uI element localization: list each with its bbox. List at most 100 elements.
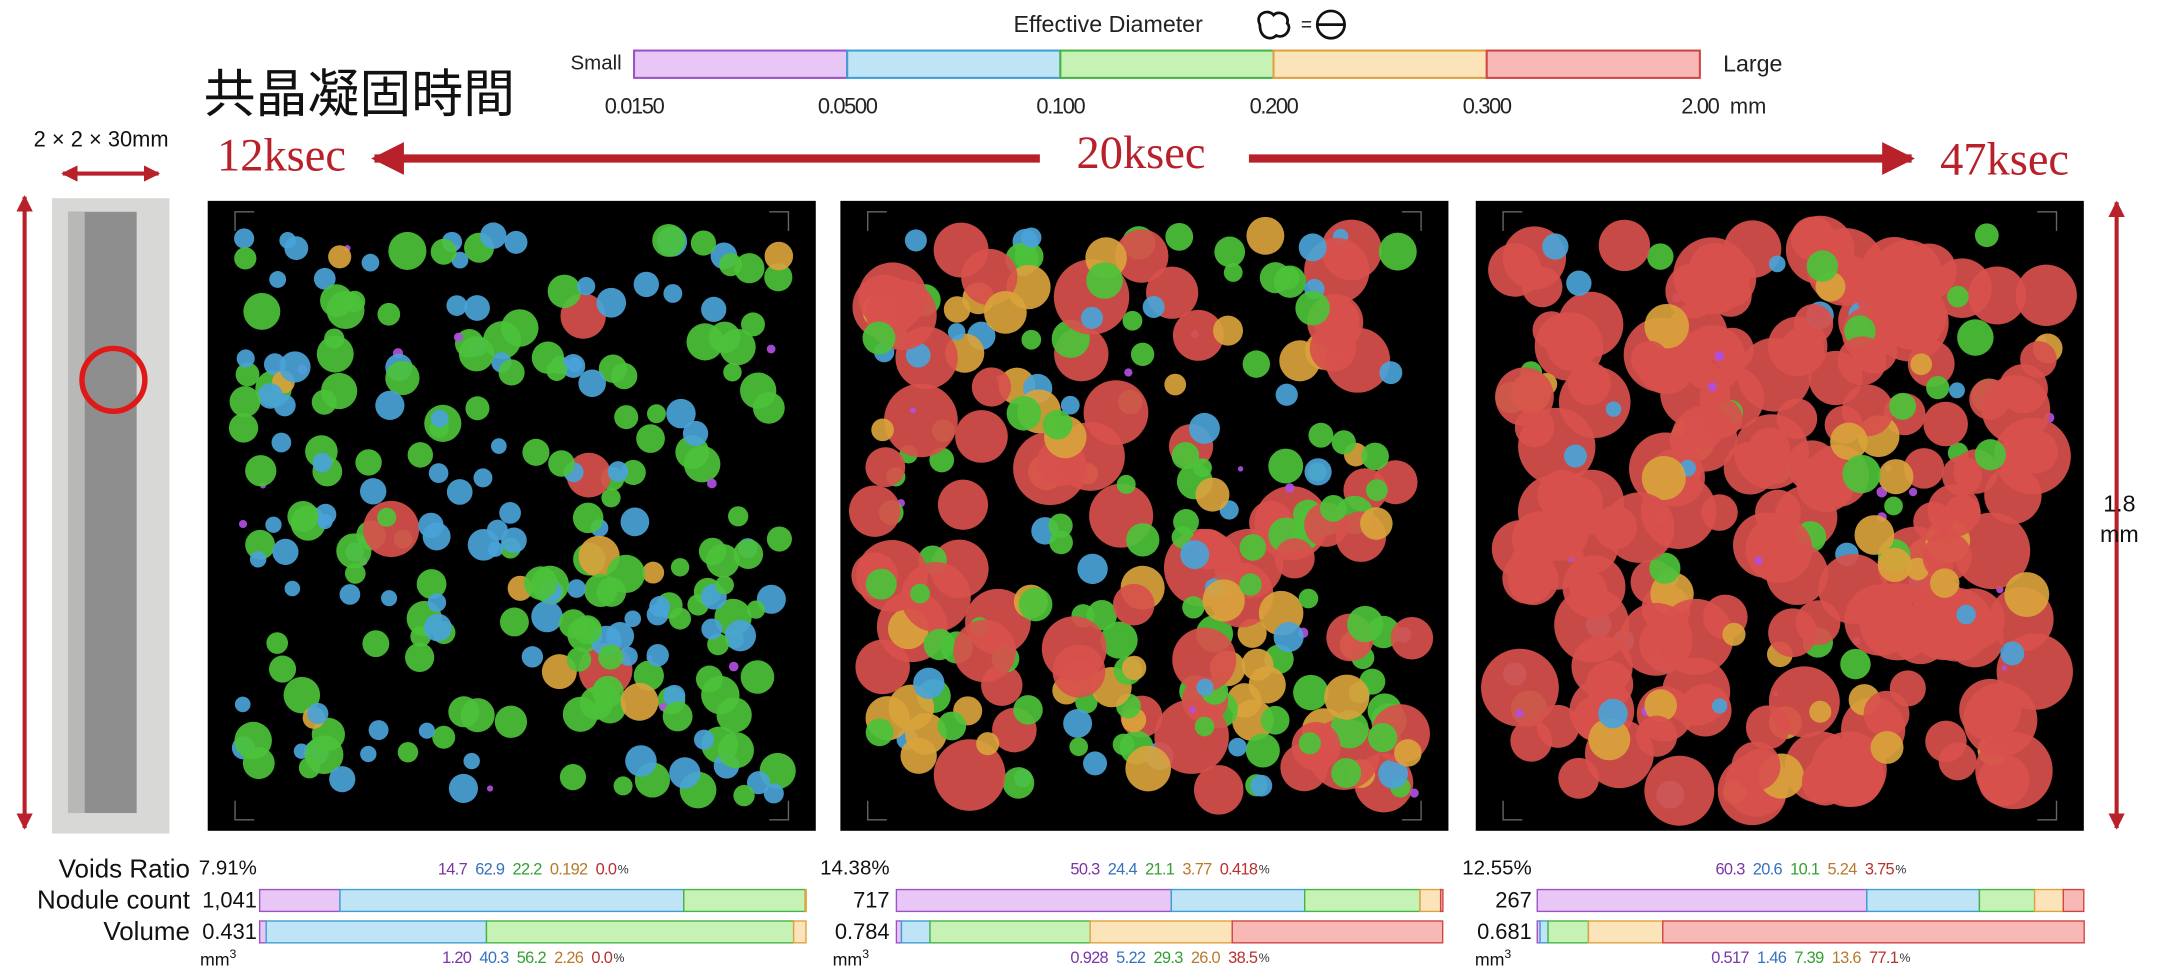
particle	[904, 229, 927, 252]
particle	[416, 569, 447, 599]
particle	[1112, 733, 1135, 756]
particle	[1308, 422, 1334, 448]
particle	[430, 409, 449, 428]
particle	[343, 290, 366, 313]
particle	[937, 711, 967, 741]
share-label: 5.24	[1828, 861, 1858, 879]
share-segment	[258, 920, 267, 944]
share-segment	[339, 888, 685, 913]
particle	[947, 323, 966, 341]
particle	[1360, 507, 1393, 540]
particle	[1956, 604, 1976, 625]
share-label: 56.2	[517, 950, 547, 968]
particle	[329, 766, 356, 793]
share-labels: 50.3 24.4 21.1 3.77 0.418%	[1070, 861, 1269, 879]
particle	[1298, 588, 1319, 609]
particle	[1378, 758, 1409, 789]
share-label: 29.3	[1154, 950, 1184, 968]
particle	[236, 349, 255, 368]
percent-sign: %	[1259, 863, 1270, 877]
share-segment	[1231, 920, 1444, 944]
volume-unit: mm3	[1475, 947, 1512, 969]
particle	[1165, 222, 1194, 251]
corner-bracket	[867, 800, 887, 821]
particle	[448, 773, 479, 803]
particle	[669, 607, 692, 630]
particle	[2015, 264, 2077, 326]
particle	[646, 404, 666, 424]
particle	[764, 241, 794, 271]
share-label: 0.517	[1711, 950, 1749, 968]
particle	[1837, 336, 1887, 386]
particle	[1060, 395, 1080, 415]
particle	[740, 660, 775, 694]
particle	[368, 720, 389, 741]
particle	[1906, 557, 1930, 581]
percent-sign: %	[614, 951, 625, 965]
particle	[1619, 602, 1693, 676]
particle	[499, 502, 521, 524]
row-label: Voids Ratio	[59, 853, 190, 883]
particle	[1711, 698, 1728, 714]
particle	[418, 512, 444, 539]
time-label: 20ksec	[1077, 128, 1206, 179]
particle	[1304, 458, 1332, 486]
particle	[1870, 730, 1904, 764]
particle	[228, 413, 259, 443]
corner-bracket	[1502, 800, 1523, 821]
scale-value: 1.8	[2103, 491, 2135, 517]
share-label: 0.192	[550, 861, 588, 879]
unit-exp: 3	[230, 947, 237, 961]
volume-unit: mm3	[200, 947, 237, 969]
particle	[1605, 401, 1622, 417]
particle	[690, 230, 717, 256]
render-panel	[207, 200, 816, 831]
particle	[1049, 530, 1073, 555]
share-segment	[1547, 920, 1590, 944]
share-label: 1.46	[1757, 950, 1787, 968]
share-label: 40.3	[479, 950, 509, 968]
particle	[1180, 540, 1210, 570]
corner-bracket	[2037, 800, 2058, 821]
legend-tick-label: 0.0500	[818, 94, 878, 119]
particle	[284, 236, 309, 261]
particle	[266, 632, 289, 654]
particle	[377, 302, 401, 326]
legend-large: Large	[1723, 51, 1782, 77]
volume: 0.431	[202, 919, 257, 944]
share-segment	[1419, 888, 1442, 913]
particle	[848, 485, 901, 537]
particle	[1241, 648, 1274, 681]
share-label: 62.9	[475, 861, 505, 879]
particle	[766, 344, 776, 354]
equals: =	[1301, 15, 1312, 36]
particle	[1083, 751, 1108, 776]
particle	[884, 383, 958, 458]
particle	[1242, 350, 1271, 378]
legend-tick-label: 0.0150	[605, 94, 665, 119]
particle	[404, 642, 435, 673]
corner-bracket	[2037, 211, 2058, 231]
unit-base: mm	[1475, 949, 1505, 969]
particle	[269, 271, 287, 288]
particle	[1130, 342, 1155, 366]
particle	[1844, 584, 1916, 656]
legend-swatch	[1272, 49, 1488, 79]
particle	[733, 784, 755, 807]
particle	[234, 228, 255, 249]
particle	[1910, 353, 1933, 376]
particle	[636, 424, 665, 453]
particle	[1112, 583, 1155, 626]
particle	[706, 478, 717, 489]
arrows	[16, 142, 2125, 830]
share-segment	[900, 920, 931, 944]
particle	[728, 661, 739, 672]
particle	[272, 538, 299, 565]
particle	[1114, 229, 1169, 283]
particle	[363, 500, 420, 558]
particle	[388, 231, 427, 270]
particle	[724, 620, 757, 652]
particle	[523, 566, 558, 600]
row-label: Volume	[103, 916, 190, 946]
share-segment	[1536, 888, 1868, 913]
